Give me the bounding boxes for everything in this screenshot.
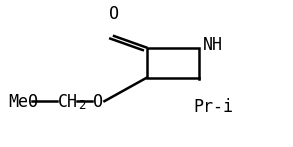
Text: NH: NH: [203, 36, 223, 54]
Text: 2: 2: [78, 99, 85, 112]
Text: Pr-i: Pr-i: [193, 98, 233, 116]
Text: O: O: [93, 93, 103, 111]
Text: CH: CH: [58, 93, 78, 111]
Text: MeO: MeO: [9, 93, 39, 111]
Text: O: O: [109, 5, 119, 23]
